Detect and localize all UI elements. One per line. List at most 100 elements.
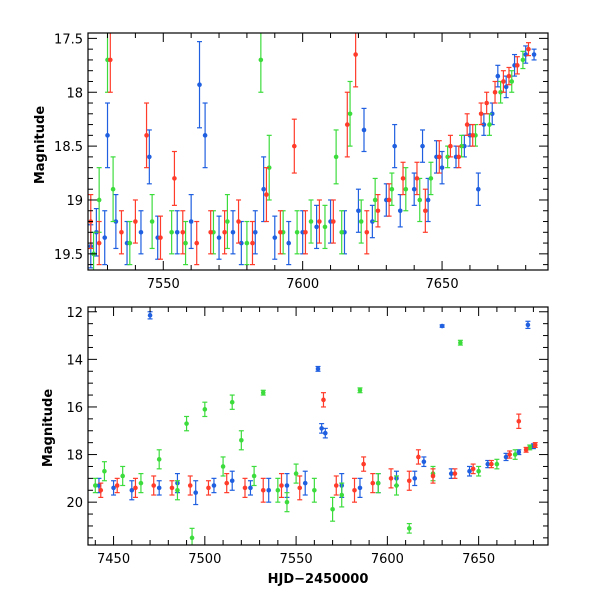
data-point <box>275 487 281 493</box>
data-point <box>279 483 284 488</box>
data-point <box>189 535 195 541</box>
data-point <box>317 219 322 224</box>
data-point <box>392 143 397 149</box>
data-point <box>260 390 266 395</box>
data-point <box>284 483 290 488</box>
data-point <box>229 478 235 484</box>
data-point <box>174 229 180 235</box>
data-point <box>96 197 102 203</box>
data-point <box>487 122 492 127</box>
data-point <box>120 473 125 479</box>
data-point <box>470 133 476 138</box>
data-point <box>494 461 500 467</box>
data-point <box>436 154 442 160</box>
data-point <box>230 229 236 235</box>
data-point <box>512 452 518 457</box>
series-2 <box>98 392 538 503</box>
y-tick-label: 18 <box>66 86 83 101</box>
y-tick-label: 20 <box>66 496 83 511</box>
data-point <box>417 197 423 203</box>
data-point <box>428 176 434 181</box>
series-0 <box>96 311 536 506</box>
data-point <box>293 471 299 476</box>
data-point <box>111 485 116 491</box>
data-point <box>532 442 538 448</box>
y-tick-label: 14 <box>66 353 83 368</box>
data-point <box>220 464 226 469</box>
data-point <box>244 240 250 246</box>
data-point <box>430 473 436 479</box>
data-point <box>236 219 241 224</box>
data-point <box>411 186 417 192</box>
data-point <box>361 127 367 133</box>
data-point <box>239 240 244 246</box>
data-point <box>452 471 458 476</box>
data-point <box>476 468 481 474</box>
data-point <box>416 454 421 460</box>
data-point <box>523 447 529 453</box>
data-point <box>147 313 153 318</box>
y-tick-label: 12 <box>66 306 83 321</box>
series-2 <box>88 33 531 266</box>
data-point <box>503 84 509 90</box>
x-tick-label: 7600 <box>286 277 319 292</box>
data-point <box>133 485 138 491</box>
data-point <box>370 219 375 224</box>
data-point <box>149 219 155 224</box>
data-point <box>272 235 278 240</box>
data-point <box>250 240 255 246</box>
plot-frame <box>87 306 549 546</box>
x-tick-label: 7500 <box>188 552 221 567</box>
data-point <box>194 240 200 246</box>
data-point <box>439 165 445 170</box>
data-point <box>129 487 135 493</box>
data-point <box>439 323 445 329</box>
y-tick-label: 19.5 <box>54 248 83 263</box>
data-point <box>361 461 366 467</box>
data-point <box>188 219 194 224</box>
data-point <box>133 219 138 224</box>
plot-area <box>92 311 538 545</box>
data-point <box>147 154 152 160</box>
data-point <box>357 388 363 393</box>
data-point <box>224 480 230 486</box>
data-point <box>421 459 427 465</box>
data-point <box>516 418 522 424</box>
y-tick-label: 17.5 <box>54 32 83 47</box>
data-point <box>138 480 144 486</box>
data-point <box>206 485 211 491</box>
data-point <box>531 52 537 57</box>
data-point <box>525 322 531 328</box>
data-point <box>370 480 376 486</box>
data-point <box>197 82 202 88</box>
data-point <box>516 449 522 455</box>
data-point <box>527 445 533 450</box>
panel-top: 7550 7600 7650 17.5 18 18.5 19 19.5 Magnitude <box>33 32 549 292</box>
data-point <box>339 229 344 235</box>
data-point <box>113 219 119 224</box>
x-tick-label: 7650 <box>462 552 495 567</box>
data-point <box>138 229 144 235</box>
series-0 <box>88 41 537 269</box>
data-point <box>180 229 186 235</box>
data-point <box>239 437 244 443</box>
data-point <box>127 240 133 246</box>
data-point <box>339 492 345 498</box>
data-point <box>448 143 453 149</box>
y-tick-label: 16 <box>66 401 83 416</box>
data-point <box>102 468 107 474</box>
data-point <box>108 57 113 63</box>
data-point <box>507 452 512 457</box>
data-point <box>456 154 462 160</box>
data-point <box>229 399 235 405</box>
data-point <box>261 186 266 192</box>
data-point <box>284 499 290 505</box>
data-point <box>114 483 120 488</box>
data-point <box>498 89 503 95</box>
y-axis-label: Magnitude <box>33 106 48 185</box>
data-point <box>105 133 110 138</box>
data-point <box>333 483 339 488</box>
data-point <box>158 235 163 240</box>
data-point <box>358 219 364 224</box>
data-point <box>357 485 363 491</box>
